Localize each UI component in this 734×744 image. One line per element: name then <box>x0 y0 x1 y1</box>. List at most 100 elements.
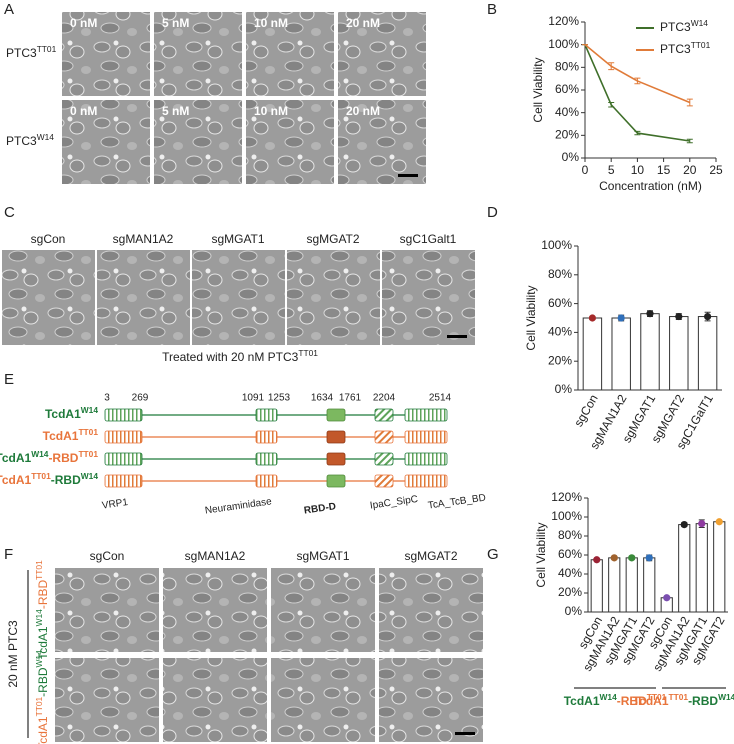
micrograph <box>271 568 375 652</box>
column-label: sgC1Galt1 <box>400 232 457 246</box>
text-part: -RBD <box>688 694 718 708</box>
construct-label: TcdA1TT01 <box>43 427 99 443</box>
position-label: 2514 <box>429 393 452 404</box>
text-part: PTC3 <box>660 42 691 56</box>
y-tick-label: 80% <box>555 60 579 74</box>
y-axis-label: Cell Viability <box>524 285 538 350</box>
panel-label: D <box>487 204 498 221</box>
column-label: sgMGAT1 <box>296 549 349 563</box>
position-label: 3 <box>104 393 110 404</box>
position-label: 1761 <box>339 393 362 404</box>
text-part: W14 <box>34 650 44 668</box>
x-tick-label: 10 <box>631 163 645 177</box>
domain-box <box>255 430 278 444</box>
micrograph <box>55 658 159 742</box>
scale-bar <box>398 174 418 177</box>
micrograph <box>55 568 159 652</box>
bar <box>669 316 689 391</box>
position-label: 2204 <box>373 393 396 404</box>
micrograph <box>154 12 242 96</box>
y-tick-label: 100% <box>541 238 572 252</box>
error-bar <box>608 62 615 71</box>
domain-box <box>104 452 143 466</box>
image-label: 20 nM <box>346 104 380 118</box>
column-label: sgMGAT1 <box>211 232 264 246</box>
error-bar <box>634 130 641 136</box>
legend-label: PTC3TT01 <box>660 40 711 56</box>
domain-box <box>374 474 394 488</box>
x-tick-label: 25 <box>709 163 723 177</box>
micrograph <box>338 100 426 184</box>
data-point <box>610 554 618 562</box>
bar <box>582 317 603 391</box>
x-axis-label: Concentration (nM) <box>599 179 702 193</box>
bar <box>678 524 691 613</box>
domain-box <box>255 408 278 422</box>
data-point <box>698 520 706 528</box>
data-point <box>645 554 653 562</box>
data-point <box>617 314 625 322</box>
micrograph <box>379 658 483 742</box>
text-part: W14 <box>31 449 49 459</box>
panel-label: F <box>4 546 13 563</box>
error-bar <box>608 101 615 108</box>
text-part: -RBD <box>36 667 50 697</box>
y-tick-label: 0% <box>562 150 580 164</box>
micrograph <box>97 250 190 345</box>
text-part: TcdA1 <box>633 694 669 708</box>
bar <box>640 313 660 391</box>
text-part: -RBD <box>36 579 50 609</box>
text-part: TT01 <box>691 40 711 50</box>
text-part: TcdA1 <box>43 429 79 443</box>
micrograph <box>154 100 242 184</box>
y-tick-label: 100% <box>548 37 579 51</box>
image-label: 10 nM <box>254 16 288 30</box>
column-label: sgCon <box>90 549 125 563</box>
text-part: TcdA1 <box>45 407 81 421</box>
y-tick-label: 40% <box>558 566 582 580</box>
bar <box>697 316 718 391</box>
series-line <box>584 44 691 104</box>
domain-label: Neuraminidase <box>204 496 273 516</box>
position-label: 1253 <box>268 393 291 404</box>
text-part: -RBD <box>617 694 647 708</box>
image-label: 5 nM <box>162 16 189 30</box>
bar <box>611 317 631 391</box>
error-bar <box>686 138 693 144</box>
y-tick-label: 40% <box>548 325 572 339</box>
domain-box <box>404 474 448 488</box>
column-label: sgMAN1A2 <box>185 549 246 563</box>
y-tick-label: 100% <box>551 509 582 523</box>
y-tick-label: 120% <box>548 14 579 28</box>
data-point <box>704 312 712 321</box>
text-part: TT01 <box>37 44 57 54</box>
micrograph <box>338 12 426 96</box>
column-label: sgCon <box>31 232 66 246</box>
construct-label: TcdA1W14-RBDTT01 <box>0 449 98 465</box>
micrograph <box>62 12 150 96</box>
column-label: sgMGAT2 <box>306 232 359 246</box>
y-tick-label: 40% <box>555 105 579 119</box>
y-tick-label: 80% <box>548 267 572 281</box>
data-point <box>588 314 597 322</box>
text-part: W14 <box>37 132 55 142</box>
column-label: sgMAN1A2 <box>113 232 174 246</box>
bar <box>695 523 708 613</box>
domain-box <box>374 452 394 466</box>
data-point <box>675 312 683 321</box>
text-part: TcdA1 <box>36 716 50 744</box>
panel-label: B <box>487 1 497 18</box>
domain-label: VRP1 <box>101 497 129 512</box>
domain-box <box>104 474 143 488</box>
image-label: 10 nM <box>254 104 288 118</box>
caption: Treated with 20 nM PTC3TT01 <box>162 348 318 364</box>
micrograph <box>163 658 267 742</box>
error-bar <box>686 98 693 107</box>
image-label: 5 nM <box>162 104 189 118</box>
x-tick-label: 0 <box>582 163 589 177</box>
text-part: W14 <box>600 692 618 702</box>
text-part: TcdA1 <box>0 473 32 487</box>
text-part: PTC3 <box>660 20 691 34</box>
x-tick-label: 20 <box>683 163 697 177</box>
domain-label: RBD-D <box>303 501 336 516</box>
